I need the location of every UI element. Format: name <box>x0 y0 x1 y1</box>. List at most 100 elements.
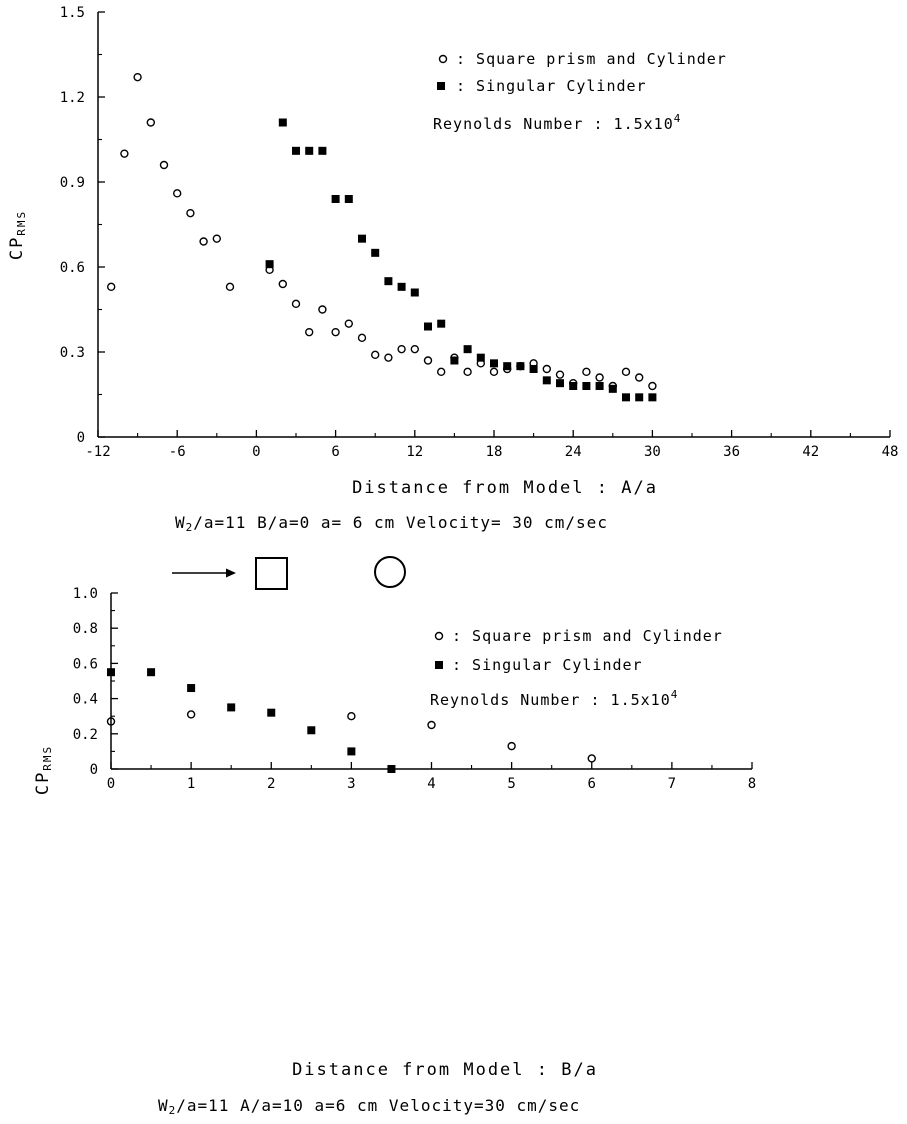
chart-1-point-square-prism <box>410 344 419 354</box>
chart-1-series-open-circles <box>106 72 657 391</box>
chart-1-point-singular-cylinder <box>331 195 340 203</box>
chart-1-point-singular-cylinder <box>608 384 617 393</box>
chart-1-point-singular-cylinder <box>424 322 432 331</box>
chart-1-x-tick-label: 36 <box>723 444 740 460</box>
chart-2-reynolds-annotation: Reynolds Number : 1.5x104 <box>430 688 678 709</box>
chart-2-series-filled-squares <box>107 668 396 773</box>
chart-2-x-tick-label: 3 <box>347 776 355 792</box>
chart-1-x-tick-label: 24 <box>565 444 582 460</box>
chart-1-point-singular-cylinder <box>569 382 578 390</box>
chart-1-point-square-prism <box>291 299 301 309</box>
chart-1-point-square-prism <box>146 118 156 127</box>
chart-1-x-tick-label: 12 <box>406 444 423 460</box>
chart-1-point-singular-cylinder <box>529 365 538 373</box>
chart-2-point-singular-cylinder <box>347 747 356 756</box>
chart-1-x-tick-label: 30 <box>644 444 661 460</box>
chart-2-series-open-circles <box>106 710 596 763</box>
chart-1-point-square-prism <box>278 279 287 289</box>
chart-1-legend-filled-square-marker <box>437 82 445 90</box>
chart-2-y-tick-label: 0 <box>90 762 98 778</box>
chart-1-point-square-prism <box>489 367 499 377</box>
chart-2-point-singular-cylinder <box>307 726 316 735</box>
chart-1-point-square-prism <box>120 149 129 158</box>
chart-2-y-axis-label: CPRMS <box>33 745 54 795</box>
chart-1-x-tick-label: 0 <box>252 444 260 460</box>
chart-1-point-singular-cylinder <box>318 146 327 155</box>
chart-1-point-singular-cylinder <box>556 379 564 388</box>
chart-1-reynolds-annotation: Reynolds Number : 1.5x104 <box>433 112 681 133</box>
chart-2-y-tick-label: 0.4 <box>73 692 98 708</box>
chart-1-x-axis-label: Distance from Model : A/a <box>352 478 658 498</box>
chart-2: 0 1 2 3 4 5 6 7 8 0 0.2 0.4 0.6 0.8 1.0 Distance from… <box>33 586 756 1117</box>
chart-1-x-tick-label: 18 <box>486 444 503 460</box>
chart-1-y-tick-label: 1.2 <box>60 90 85 106</box>
chart-1-point-singular-cylinder <box>595 382 604 390</box>
chart-1-point-singular-cylinder <box>305 146 314 155</box>
chart-1-point-singular-cylinder <box>635 393 644 402</box>
chart-2-point-singular-cylinder <box>147 668 156 677</box>
chart-2-point-square-prism <box>507 741 516 751</box>
chart-2-y-tick-label: 1.0 <box>73 586 98 602</box>
chart-1-point-square-prism <box>582 367 591 377</box>
chart-1-y-tick-label: 0 <box>77 430 85 446</box>
chart-2-legend-label-singular-cylinder: : Singular Cylinder <box>452 656 643 674</box>
chart-1-point-singular-cylinder <box>476 353 485 362</box>
chart-2-caption: W2/a=11 A/a=10 a=6 cm Velocity=30 cm/sec <box>158 1096 580 1117</box>
chart-2-legend-filled-square-marker <box>435 661 443 669</box>
chart-2-x-tick-label: 7 <box>668 776 676 792</box>
chart-1-point-square-prism <box>555 370 565 379</box>
chart-1-point-square-prism <box>384 353 393 362</box>
chart-1-caption: W2/a=11 B/a=0 a= 6 cm Velocity= 30 cm/se… <box>175 513 608 534</box>
chart-1: -12 -6 0 6 12 18 24 30 36 42 48 0 0.3 0.6 0.9 1.2 1.5 D… <box>7 5 898 534</box>
chart-1-x-tick-label: 6 <box>331 444 339 460</box>
chart-2-x-axis-label: Distance from Model : B/a <box>292 1060 598 1080</box>
chart-2-x-tick-label: 8 <box>748 776 756 792</box>
chart-1-point-singular-cylinder <box>292 146 300 155</box>
chart-1-legend-open-circle-marker <box>438 54 448 64</box>
chart-1-point-square-prism <box>423 356 433 365</box>
chart-1-series-filled-squares <box>265 118 657 402</box>
chart-1-point-singular-cylinder <box>344 195 353 203</box>
chart-1-point-square-prism <box>331 327 340 337</box>
chart-2-point-singular-cylinder <box>187 684 196 693</box>
chart-2-y-tick-label: 0.8 <box>73 621 98 637</box>
chart-1-y-tick-label: 0.9 <box>60 175 85 191</box>
chart-1-legend-label-singular-cylinder: : Singular Cylinder <box>456 77 647 95</box>
chart-1-point-square-prism <box>621 367 631 377</box>
chart-1-point-square-prism <box>635 373 644 382</box>
chart-1-point-square-prism <box>437 367 446 377</box>
chart-2-x-tick-label: 0 <box>107 776 115 792</box>
chart-1-point-square-prism <box>212 234 222 243</box>
chart-1-point-square-prism <box>199 237 208 246</box>
chart-1-legend: : Square prism and Cylinder : Singular C… <box>433 50 726 133</box>
chart-1-axes <box>97 11 891 438</box>
chart-2-point-square-prism <box>186 710 196 719</box>
chart-1-point-singular-cylinder <box>384 277 393 286</box>
chart-1-point-square-prism <box>318 305 327 314</box>
chart-1-x-tick-label: 42 <box>802 444 819 460</box>
chart-1-point-square-prism <box>106 282 116 292</box>
chart-1-point-square-prism <box>371 350 380 360</box>
chart-1-x-tick-labels: -12 -6 0 6 12 18 24 30 36 42 48 <box>85 444 898 460</box>
cylinder-icon <box>374 556 406 588</box>
chart-1-point-singular-cylinder <box>542 376 551 385</box>
chart-2-y-tick-label: 0.6 <box>73 656 98 672</box>
chart-2-point-square-prism <box>587 754 596 763</box>
chart-1-point-square-prism <box>344 319 353 328</box>
chart-2-point-singular-cylinder <box>107 668 115 677</box>
chart-2-x-tick-label: 4 <box>427 776 435 792</box>
chart-2-point-square-prism <box>106 717 116 726</box>
chart-1-y-tick-label: 1.5 <box>60 5 85 21</box>
chart-2-point-singular-cylinder <box>267 708 276 717</box>
chart-1-point-square-prism <box>225 282 235 292</box>
chart-2-y-tick-labels: 0 0.2 0.4 0.6 0.8 1.0 <box>73 586 98 778</box>
chart-1-point-singular-cylinder <box>648 393 657 402</box>
chart-1-point-square-prism <box>172 189 182 198</box>
chart-2-x-tick-label: 5 <box>507 776 515 792</box>
chart-1-point-square-prism <box>159 160 169 170</box>
chart-2-legend-open-circle-marker <box>434 631 444 641</box>
chart-2-point-singular-cylinder <box>227 703 236 712</box>
chart-1-point-singular-cylinder <box>265 260 274 269</box>
chart-2-point-square-prism <box>347 712 356 721</box>
